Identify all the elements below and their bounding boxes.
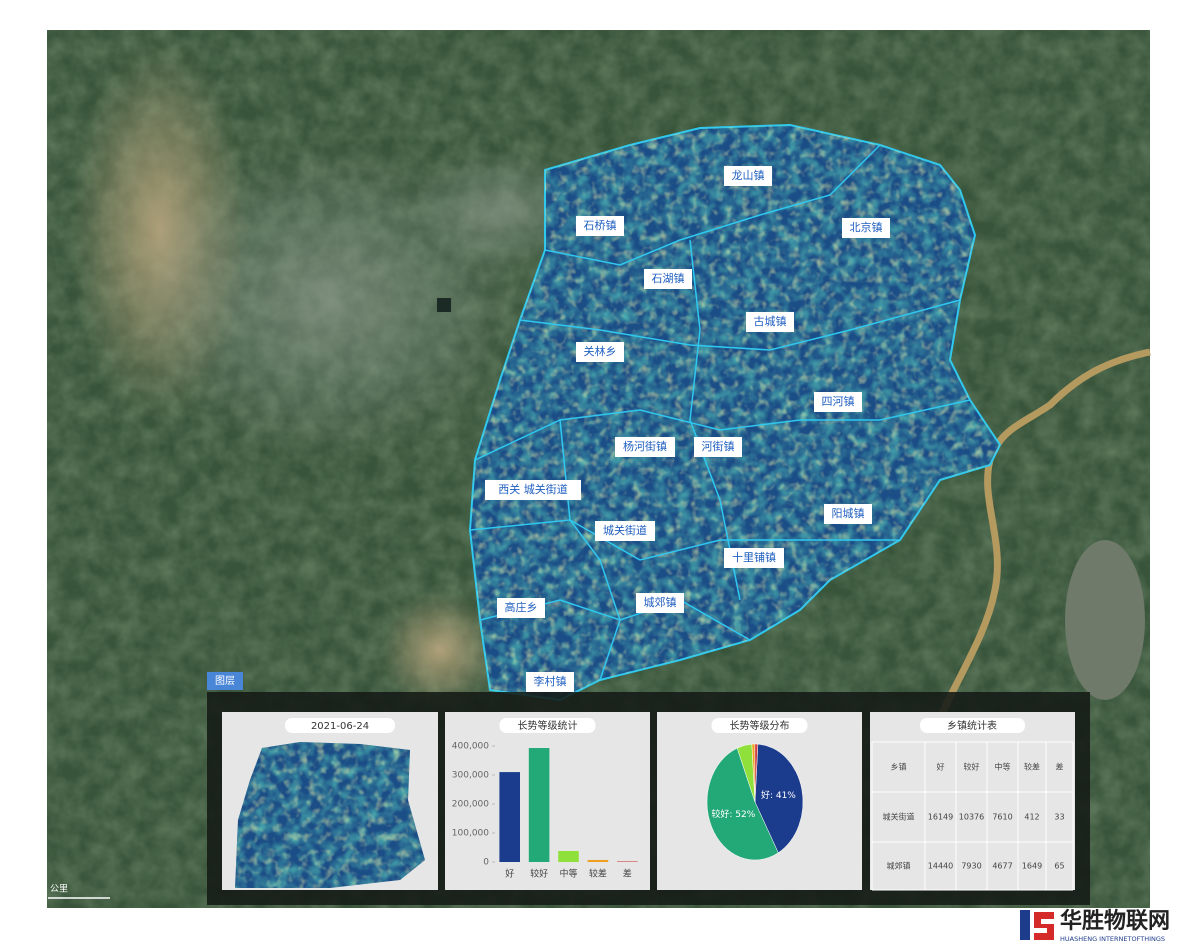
x-tick-label: 好	[505, 868, 514, 880]
region-label-bg	[636, 593, 684, 613]
y-tick-label: 200,000	[452, 800, 489, 810]
table-cell: 10376	[959, 813, 984, 822]
region-label: 四河镇	[822, 394, 855, 408]
table-cell: 7930	[961, 862, 981, 871]
region-label: 西关 城关街道	[498, 482, 568, 496]
chart-title: 长势等级分布	[730, 719, 790, 732]
table-cell: 7610	[992, 813, 1012, 822]
region-label-bg	[497, 598, 545, 618]
region-label-bg	[595, 521, 655, 541]
pie-slice	[754, 743, 759, 803]
table-header: 好	[937, 762, 945, 772]
table-cell: 412	[1024, 813, 1039, 822]
table-cell: 1649	[1022, 862, 1042, 871]
y-tick-label: 100,000	[452, 829, 489, 839]
region-label: 杨河街镇	[623, 439, 667, 453]
region-label-bg	[842, 218, 890, 238]
region-label-bg	[694, 437, 742, 457]
x-tick-label: 较好	[530, 868, 548, 880]
table-cell: 14440	[928, 862, 953, 871]
chart-title: 长势等级统计	[518, 719, 578, 732]
region-label-bg	[724, 548, 784, 568]
region-label-bg	[526, 672, 574, 692]
watermark: 华胜物联网 HUASHENG INTERNETOFTHINGS	[1020, 908, 1170, 943]
region-label-bg	[724, 166, 772, 186]
bar	[558, 850, 579, 862]
scale-bar: 公里	[48, 884, 110, 899]
region-label-bg	[746, 312, 794, 332]
y-tick-label: 0	[483, 858, 489, 868]
table-cell: 65	[1054, 862, 1064, 871]
region-label: 石湖镇	[652, 271, 685, 285]
region-label-bg	[814, 392, 862, 412]
table-cell: 城郊镇	[887, 861, 911, 871]
x-tick-label: 差	[623, 868, 632, 880]
bar	[499, 772, 520, 862]
table-header: 乡镇	[891, 762, 907, 772]
table-cell: 16149	[928, 813, 953, 822]
region-label: 高庄乡	[505, 600, 538, 614]
region-label-bg	[615, 437, 675, 457]
region-label: 古城镇	[754, 314, 787, 328]
region-label: 龙山镇	[732, 168, 765, 182]
pie-label: 较好: 52%	[711, 808, 755, 820]
table-title: 乡镇统计表	[947, 719, 997, 732]
charts: 长势等级统计 0 100,000 200,000 300,000 400,000 好 较好 中等…	[452, 718, 808, 880]
scale-label: 公里	[50, 884, 68, 895]
chart-title-bg	[711, 718, 808, 733]
region-label-bg	[485, 480, 581, 500]
region	[468, 123, 1002, 702]
thumbnail-map: 2021-06-24	[235, 718, 425, 888]
region-label-bg	[576, 216, 624, 236]
table-header: 较差	[1024, 762, 1040, 772]
region-label: 北京镇	[850, 220, 883, 234]
pie-slice	[754, 743, 804, 854]
dashboard-panel: 图层 2021-06-24 乡镇统计表 乡镇好较好 中等 较差 差城关街道 16149 1…	[207, 672, 1090, 905]
layer-button[interactable]: 图层	[215, 675, 235, 687]
region-label: 石桥镇	[584, 218, 617, 232]
x-tick-label: 中等	[559, 868, 577, 880]
region-label-bg	[576, 342, 624, 362]
table-cell: 4677	[992, 862, 1012, 871]
region-label: 李村镇	[534, 674, 567, 688]
region-label-bg	[824, 504, 872, 524]
table-cell: 城关街道	[883, 812, 915, 822]
watermark-subtitle: HUASHENG INTERNETOFTHINGS	[1060, 935, 1165, 943]
region-label: 城郊镇	[644, 595, 677, 609]
y-tick-label: 300,000	[452, 771, 489, 781]
region-label: 十里铺镇	[732, 550, 776, 564]
region-label: 阳城镇	[832, 506, 865, 520]
region-label: 城关街道	[603, 523, 647, 537]
region-label: 关林乡	[584, 344, 617, 358]
x-tick-label: 较差	[589, 868, 607, 880]
region-label: 河街镇	[702, 439, 735, 453]
table-cell: 33	[1054, 813, 1064, 822]
watermark-name: 华胜物联网	[1060, 908, 1170, 934]
thumbnail-date: 2021-06-24	[311, 721, 369, 732]
bar	[528, 748, 550, 862]
pie-slice	[706, 747, 779, 861]
y-tick-label: 400,000	[452, 742, 489, 752]
table-header: 差	[1056, 762, 1064, 772]
bar	[617, 861, 638, 862]
table-header: 中等	[995, 762, 1011, 772]
chart-title-bg	[499, 718, 596, 733]
region-label-bg	[644, 269, 692, 289]
table-header: 较好	[964, 762, 980, 772]
layer-button-bg[interactable]	[207, 672, 243, 690]
bar	[587, 859, 609, 862]
pie-label: 好: 41%	[761, 789, 796, 801]
